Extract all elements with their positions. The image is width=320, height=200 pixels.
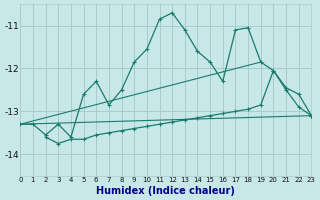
X-axis label: Humidex (Indice chaleur): Humidex (Indice chaleur) xyxy=(96,186,235,196)
